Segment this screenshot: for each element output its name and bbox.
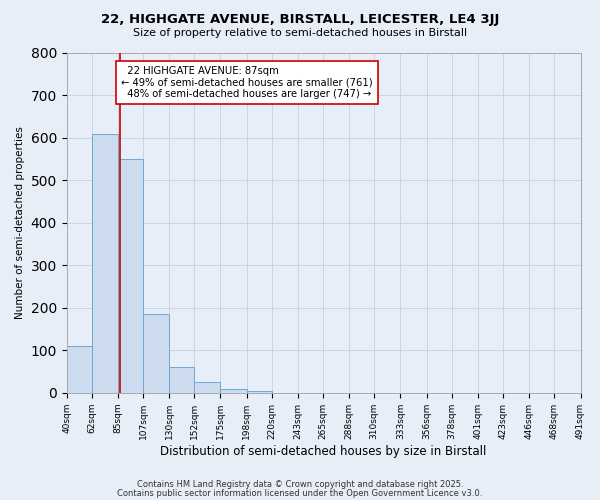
X-axis label: Distribution of semi-detached houses by size in Birstall: Distribution of semi-detached houses by … <box>160 444 487 458</box>
Text: 22 HIGHGATE AVENUE: 87sqm
← 49% of semi-detached houses are smaller (761)
  48% : 22 HIGHGATE AVENUE: 87sqm ← 49% of semi-… <box>121 66 373 99</box>
Bar <box>194 382 220 393</box>
Bar <box>169 366 194 393</box>
Bar <box>247 390 272 393</box>
Bar <box>143 314 169 393</box>
Text: Size of property relative to semi-detached houses in Birstall: Size of property relative to semi-detach… <box>133 28 467 38</box>
Text: Contains public sector information licensed under the Open Government Licence v3: Contains public sector information licen… <box>118 489 482 498</box>
Y-axis label: Number of semi-detached properties: Number of semi-detached properties <box>15 126 25 320</box>
Bar <box>118 159 143 393</box>
Text: Contains HM Land Registry data © Crown copyright and database right 2025.: Contains HM Land Registry data © Crown c… <box>137 480 463 489</box>
Text: 22, HIGHGATE AVENUE, BIRSTALL, LEICESTER, LE4 3JJ: 22, HIGHGATE AVENUE, BIRSTALL, LEICESTER… <box>101 12 499 26</box>
Bar <box>67 346 92 393</box>
Bar <box>220 388 247 393</box>
Bar <box>92 134 118 393</box>
